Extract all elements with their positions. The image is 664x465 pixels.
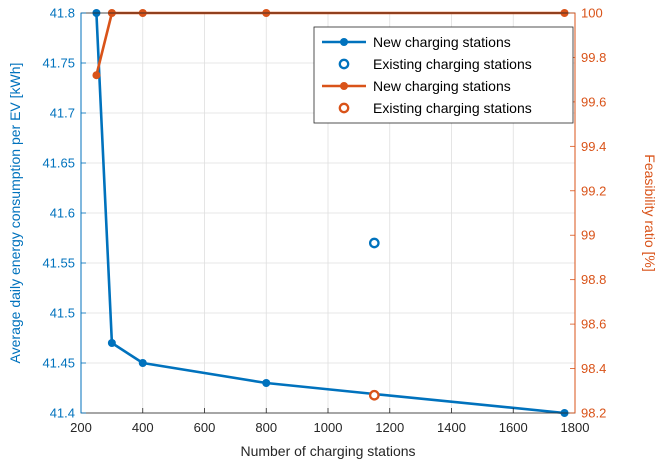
data-point: [262, 379, 271, 387]
right-tick-label: 98.4: [581, 361, 606, 376]
x-tick-label: 1800: [561, 420, 590, 435]
legend-entry: Existing charging stations: [338, 100, 532, 116]
legend-entry: New charging stations: [322, 78, 511, 94]
legend: New charging stations Existing charging s…: [313, 26, 574, 124]
legend-entry: New charging stations: [322, 34, 511, 50]
series-4: [368, 389, 380, 401]
x-tick-label: 800: [255, 420, 277, 435]
right-axis-label: Feasibility ratio [%]: [642, 154, 658, 271]
left-tick-label: 41.7: [50, 106, 75, 121]
left-axis-label: Average daily energy consumption per EV …: [7, 63, 23, 364]
left-tick-label: 41.75: [42, 56, 75, 71]
right-tick-label: 98.2: [581, 406, 606, 421]
legend-label: Existing charging stations: [373, 100, 532, 116]
legend-marker-open: [338, 58, 350, 70]
legend-marker-open: [338, 102, 350, 114]
left-tick-label: 41.45: [42, 356, 75, 371]
legend-label: Existing charging stations: [373, 56, 532, 72]
legend-label: New charging stations: [373, 78, 511, 94]
legend-entry: Existing charging stations: [338, 56, 532, 72]
data-point: [92, 71, 101, 80]
legend-label: New charging stations: [373, 34, 511, 50]
x-tick-label: 1000: [314, 420, 343, 435]
data-point: [138, 359, 147, 367]
x-axis-ticks: 200 400 600 800 1000 1200 1400 1600 1800: [70, 408, 589, 435]
data-point-open: [368, 389, 380, 401]
left-tick-label: 41.8: [50, 6, 75, 21]
x-tick-label: 1600: [499, 420, 528, 435]
series-line: [95, 12, 565, 415]
x-tick-label: 1200: [375, 420, 404, 435]
right-tick-label: 99.8: [581, 50, 606, 65]
left-tick-label: 41.55: [42, 256, 75, 271]
data-point: [107, 339, 116, 347]
right-tick-label: 98.8: [581, 272, 606, 287]
left-tick-label: 41.6: [50, 206, 75, 221]
right-tick-label: 100: [581, 6, 603, 21]
left-tick-label: 41.5: [50, 306, 75, 321]
right-tick-label: 99.6: [581, 94, 606, 109]
x-tick-label: 400: [132, 420, 154, 435]
data-point-open: [368, 237, 380, 249]
x-tick-label: 200: [70, 420, 92, 435]
series-2: [368, 237, 380, 249]
right-axis-ticks: 98.2 98.4 98.6 98.8 99 99.2 99.4 99.6 99.8 100: [570, 6, 606, 421]
right-tick-label: 98.6: [581, 317, 606, 332]
legend-marker: [340, 38, 348, 46]
right-tick-label: 99: [581, 228, 595, 243]
left-tick-label: 41.4: [50, 406, 75, 421]
x-tick-label: 600: [194, 420, 216, 435]
x-tick-label: 1400: [437, 420, 466, 435]
legend-marker: [340, 82, 348, 90]
right-tick-label: 99.2: [581, 183, 606, 198]
right-tick-label: 99.4: [581, 139, 606, 154]
left-tick-label: 41.65: [42, 156, 75, 171]
left-axis-ticks: 41.4 41.45 41.5 41.55 41.6 41.65 41.7 41.75 41.8: [42, 6, 86, 421]
x-axis-label: Number of charging stations: [240, 443, 415, 459]
